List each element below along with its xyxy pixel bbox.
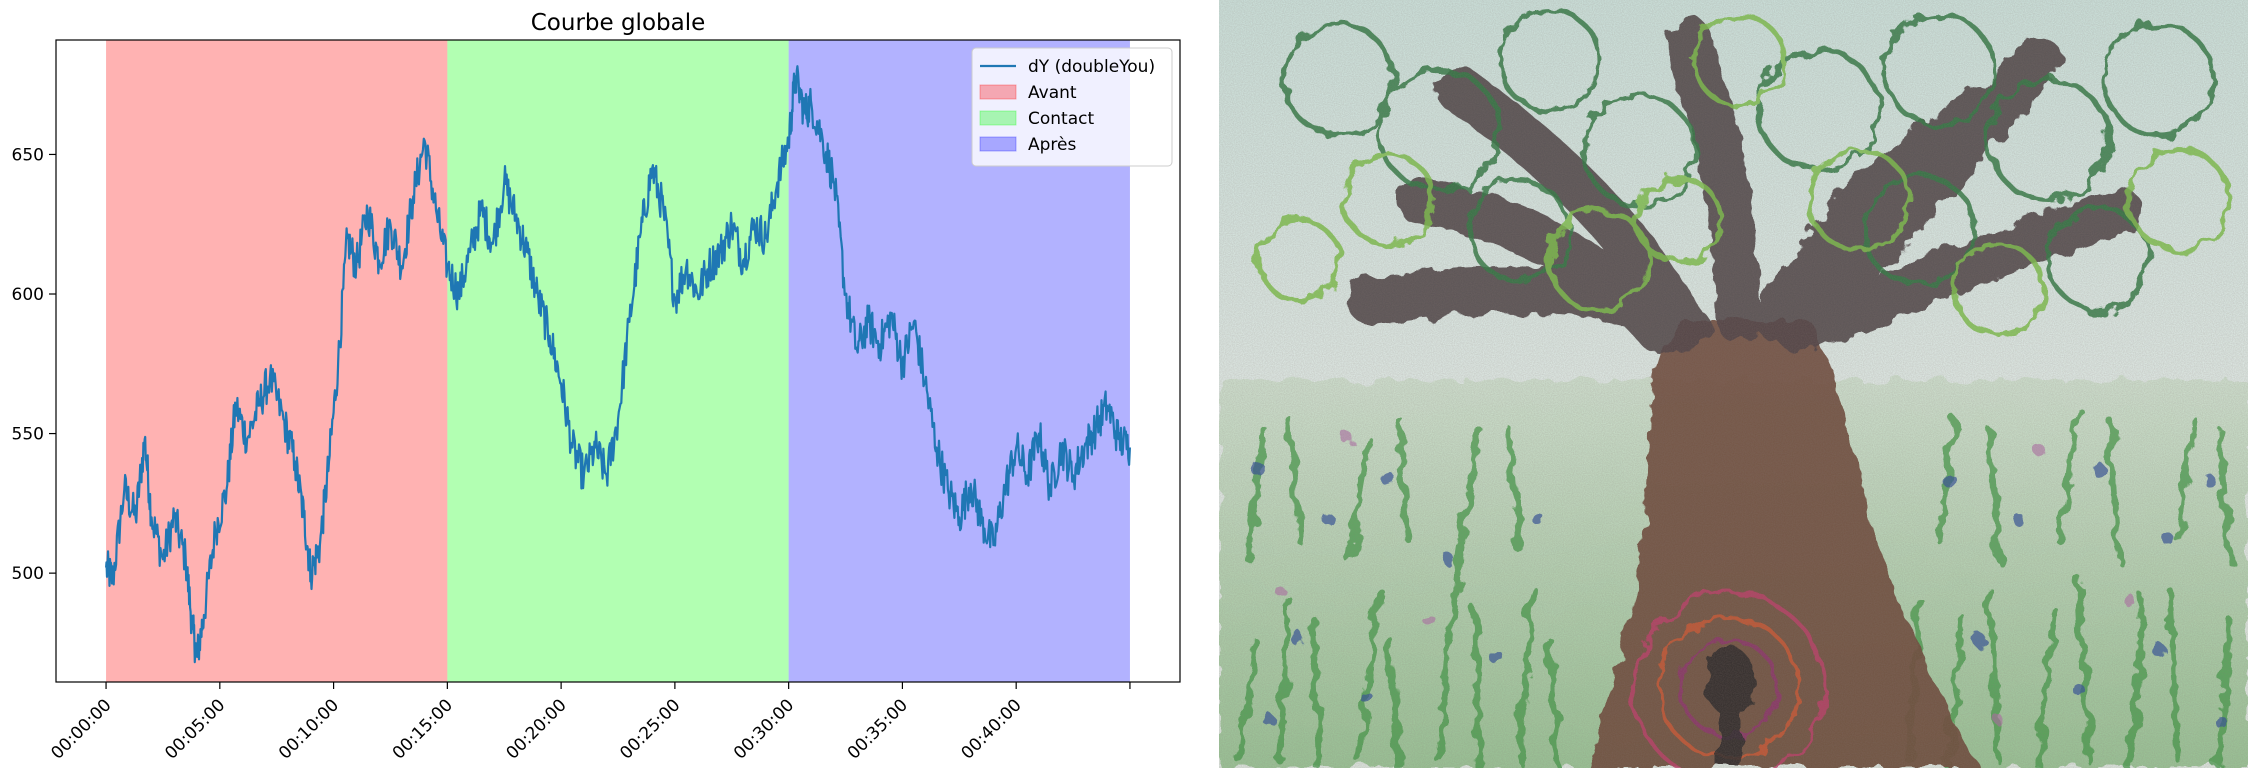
y-tick-label: 650: [12, 145, 44, 165]
legend: dY (doubleYou) Avant Contact Après: [971, 47, 1173, 167]
y-tick-label: 550: [12, 425, 44, 445]
x-tick-label: 00:15:00: [389, 695, 457, 763]
series-line-0: [105, 65, 1131, 664]
x-tick-label: 00:10:00: [275, 695, 343, 763]
series-lines: [105, 65, 1131, 664]
x-tick-label: 00:40:00: [958, 695, 1026, 763]
span-contact: [447, 40, 789, 682]
legend-patch-avant: [979, 84, 1017, 100]
x-tick-label: 00:30:00: [730, 695, 798, 763]
legend-label: Contact: [1028, 109, 1094, 129]
chart-panel: Courbe globale 500 550 600 650 00:00:00 00:0…: [12, 10, 1181, 764]
legend-patch-contact: [979, 110, 1017, 126]
chart-title: Courbe globale: [531, 10, 706, 36]
legend-label: Après: [1028, 135, 1076, 155]
legend-patch-apr-s: [979, 136, 1017, 152]
plot-frame: [55, 39, 1181, 683]
y-tick-label: 500: [12, 564, 44, 584]
x-tick-label: 00:00:00: [47, 695, 115, 763]
x-tick-label: 00:25:00: [616, 695, 684, 763]
legend-label: Avant: [1028, 83, 1077, 103]
y-axis: 500 550 600 650: [12, 145, 56, 584]
legend-box: [971, 47, 1173, 167]
tree-painting-image: [1219, 0, 2248, 768]
tree-painting: [1219, 0, 2248, 768]
painting-texture: [1219, 0, 2248, 768]
span-avant: [106, 40, 448, 682]
x-tick-label: 00:20:00: [503, 695, 571, 763]
x-axis: 00:00:00 00:05:00 00:10:00 00:15:00 00:20:00…: [47, 682, 1131, 764]
legend-label: dY (doubleYou): [1028, 57, 1155, 77]
x-tick-label: 00:05:00: [161, 695, 229, 763]
x-tick-label: 00:35:00: [844, 695, 912, 763]
span-regions: [106, 40, 1130, 682]
y-tick-label: 600: [12, 285, 44, 305]
